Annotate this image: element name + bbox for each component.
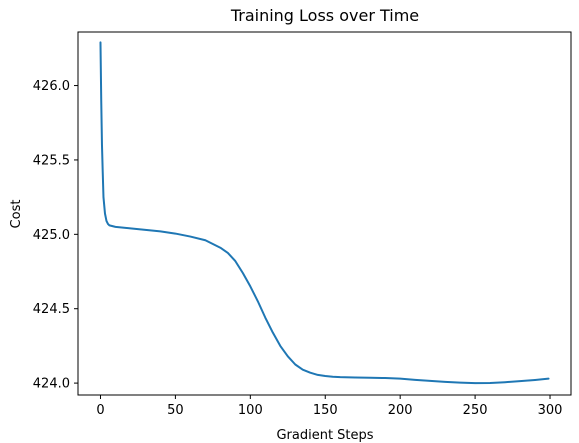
x-tick-label: 300 bbox=[538, 403, 563, 418]
y-tick-label: 424.0 bbox=[33, 377, 70, 392]
x-tick-label: 0 bbox=[96, 403, 104, 418]
y-tick-label: 424.5 bbox=[33, 302, 70, 317]
x-axis: 0 50 100 150 200 250 300 bbox=[96, 395, 562, 418]
y-tick-label: 425.5 bbox=[33, 153, 70, 168]
y-axis: 424.0 424.5 425.0 425.5 426.0 bbox=[33, 79, 78, 392]
plot-frame bbox=[77, 31, 572, 396]
x-axis-label: Gradient Steps bbox=[276, 428, 373, 443]
loss-series-line bbox=[99, 41, 550, 385]
x-tick-label: 250 bbox=[463, 403, 488, 418]
y-axis-label: Cost bbox=[9, 200, 24, 229]
x-tick-label: 150 bbox=[313, 403, 338, 418]
x-tick-label: 50 bbox=[167, 403, 184, 418]
y-tick-label: 426.0 bbox=[33, 79, 70, 94]
chart-title: Training Loss over Time bbox=[230, 6, 419, 25]
x-tick-label: 200 bbox=[388, 403, 413, 418]
y-tick-label: 425.0 bbox=[33, 228, 70, 243]
x-tick-label: 100 bbox=[238, 403, 263, 418]
plot-area bbox=[99, 41, 550, 385]
